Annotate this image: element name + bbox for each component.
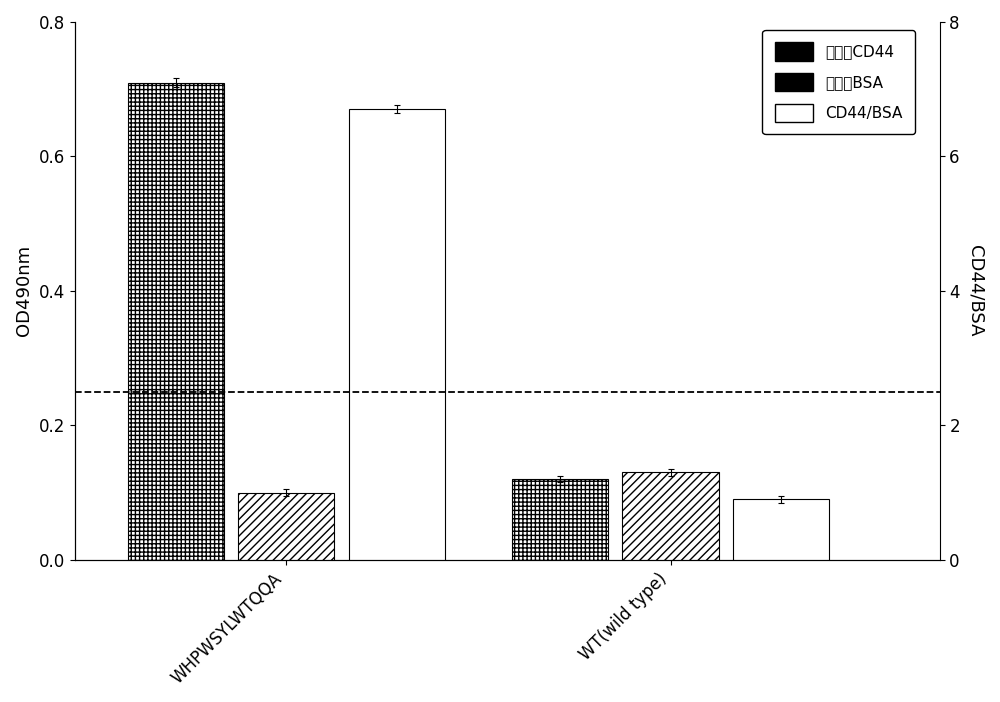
Bar [512,479,608,559]
Y-axis label: OD490nm: OD490nm [15,245,33,336]
Bar [128,83,224,559]
Bar [733,499,829,559]
Y-axis label: CD44/BSA: CD44/BSA [967,245,985,337]
Legend: 结合至CD44, 结合至BSA, CD44/BSA: 结合至CD44, 结合至BSA, CD44/BSA [762,29,915,135]
Bar [622,472,719,559]
Bar [349,110,445,559]
Bar [238,493,334,559]
